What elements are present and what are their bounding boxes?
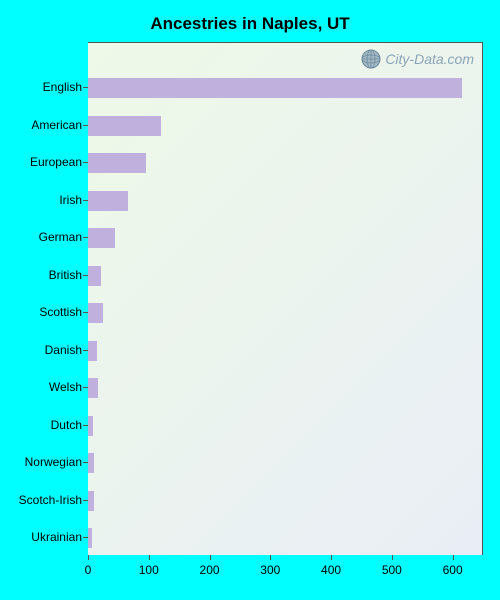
y-tick [83,125,88,126]
y-axis-label: Ukrainian [31,530,82,544]
bar [88,416,93,436]
x-tick [270,555,271,560]
bars-container [88,43,482,555]
y-tick [83,350,88,351]
bar [88,341,97,361]
y-tick [83,162,88,163]
x-axis-label: 600 [443,563,463,577]
y-tick [83,200,88,201]
y-tick [83,312,88,313]
y-tick [83,275,88,276]
bar [88,116,161,136]
bar [88,191,128,211]
x-tick [149,555,150,560]
bar [88,491,94,511]
plot-area: City-Data.com [88,42,483,555]
y-axis-label: Irish [59,193,82,207]
y-tick [83,425,88,426]
y-axis-label: Dutch [51,418,82,432]
y-tick [83,500,88,501]
x-axis-label: 500 [382,563,402,577]
y-axis-label: Welsh [49,380,82,394]
bar [88,78,462,98]
x-axis-label: 200 [200,563,220,577]
bar [88,528,92,548]
y-axis-label: British [49,268,82,282]
x-axis-label: 0 [85,563,92,577]
y-axis-label: German [39,230,82,244]
x-axis-label: 300 [260,563,280,577]
x-tick [392,555,393,560]
chart-title: Ancestries in Naples, UT [0,14,500,34]
y-axis-label: English [43,80,82,94]
bar [88,228,115,248]
bar [88,453,94,473]
y-tick [83,462,88,463]
bar [88,266,101,286]
y-tick [83,387,88,388]
y-axis-label: Scotch-Irish [19,493,82,507]
y-axis-label: Norwegian [25,455,82,469]
x-tick [210,555,211,560]
bar [88,153,146,173]
x-tick [453,555,454,560]
x-tick [331,555,332,560]
y-tick [83,237,88,238]
y-axis-label: European [30,155,82,169]
y-axis-label: Scottish [39,305,82,319]
bar [88,378,98,398]
x-axis-label: 400 [321,563,341,577]
y-axis-labels: English American European Irish German Britis… [0,42,82,555]
x-tick [88,555,89,560]
y-tick [83,87,88,88]
chart-canvas: Ancestries in Naples, UT City-Data.com E… [0,0,500,600]
x-axis-label: 100 [139,563,159,577]
y-tick [83,537,88,538]
y-axis-label: American [31,118,82,132]
y-axis-label: Danish [45,343,82,357]
bar [88,303,103,323]
